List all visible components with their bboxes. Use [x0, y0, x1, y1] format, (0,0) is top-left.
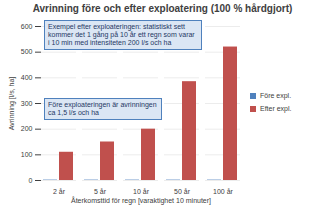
svg-text:50 år: 50 år — [174, 188, 191, 195]
svg-text:100: 100 — [21, 151, 33, 158]
svg-text:Avrinning [l/s, ha]: Avrinning [l/s, ha] — [8, 77, 16, 131]
html-text:Före expl.: Före expl. — [260, 92, 292, 99]
svg-text:500: 500 — [21, 48, 33, 55]
svg-text:10 år: 10 år — [133, 188, 150, 195]
html-text:Efter expl.: Efter expl. — [260, 105, 292, 112]
svg-text:0: 0 — [29, 177, 33, 184]
svg-text:300: 300 — [21, 100, 33, 107]
svg-text:5 år: 5 år — [94, 188, 107, 195]
svg-text:Återkomsttid för regn [varakti: Återkomsttid för regn [varaktighet 10 mi… — [71, 196, 211, 205]
svg-text:2 år: 2 år — [53, 188, 66, 195]
svg-text:100 år: 100 år — [213, 188, 234, 195]
svg-text:200: 200 — [21, 125, 33, 132]
html-text:Före exploateringen är avrinni: Före exploateringen är avrinningen ca 1,… — [48, 101, 157, 116]
html-text:Avrinning före och efter explo: Avrinning före och efter exploatering (1… — [32, 3, 293, 14]
svg-text:400: 400 — [21, 74, 33, 81]
svg-text:600: 600 — [21, 23, 33, 30]
html-text:Exempel efter exploateringen:: Exempel efter exploateringen: statistisk… — [48, 23, 195, 47]
